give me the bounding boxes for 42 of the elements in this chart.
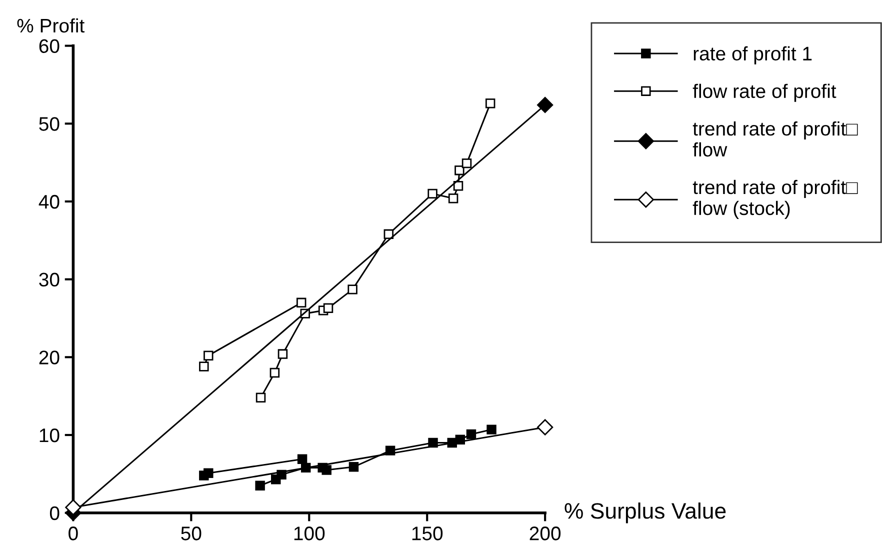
y-tick-label: 30 <box>39 272 60 287</box>
legend-label: trend rate of profit□ flow <box>692 121 858 157</box>
point <box>466 429 476 440</box>
y-tick-label: 60 <box>39 39 60 54</box>
point <box>485 98 496 108</box>
point <box>537 419 554 436</box>
x-tick-label: 50 <box>181 526 202 540</box>
point <box>454 165 464 176</box>
point <box>297 454 308 464</box>
x-tick-label: 150 <box>412 526 443 540</box>
point <box>199 362 209 372</box>
x-tick-label: 200 <box>530 526 561 540</box>
y-tick-label: 50 <box>39 117 60 131</box>
x-tick-label: 0 <box>68 526 78 540</box>
point <box>462 158 472 168</box>
y-tick-label: 0 <box>50 506 60 520</box>
y-axis-title: % Profit <box>17 18 85 33</box>
y-tick-label: 20 <box>39 350 60 364</box>
point <box>255 480 265 490</box>
point <box>322 465 332 475</box>
point <box>428 188 438 199</box>
x-axis-title: % Surplus Value <box>564 502 726 524</box>
point <box>270 368 280 378</box>
point <box>384 229 394 240</box>
point <box>348 462 359 472</box>
point <box>537 96 554 113</box>
point <box>486 424 496 434</box>
point <box>348 284 358 294</box>
point <box>448 193 458 204</box>
point <box>323 303 334 313</box>
legend-label: flow rate of profit <box>692 84 836 102</box>
y-tick-label: 40 <box>38 194 60 209</box>
point <box>204 350 214 360</box>
x-tick-label: 100 <box>294 526 325 540</box>
legend-label: rate of profit 1 <box>694 46 812 64</box>
point <box>453 181 464 191</box>
legend-label: trend rate of profit□ flow (stock) <box>692 180 858 219</box>
y-tick-label: 10 <box>40 428 60 442</box>
point <box>204 468 214 478</box>
point <box>256 392 266 402</box>
point <box>296 298 306 308</box>
point <box>278 349 288 359</box>
